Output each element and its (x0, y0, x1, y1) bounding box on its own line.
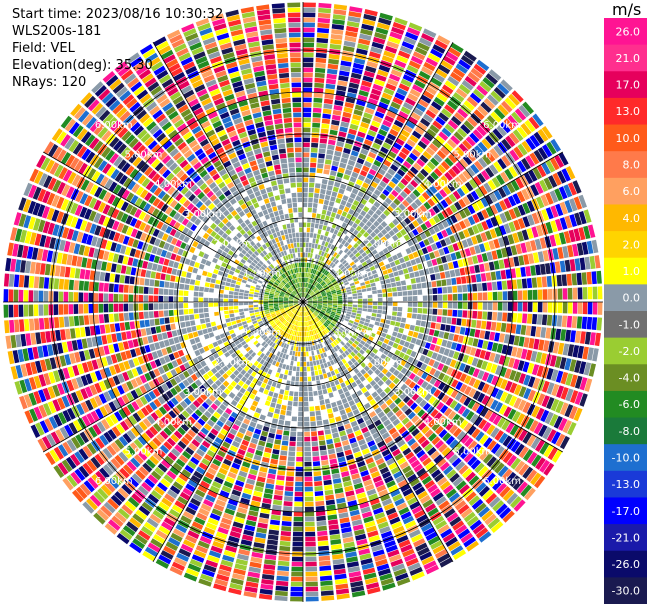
range-ring-label: 3.00km (394, 387, 432, 398)
range-ring-label: 4.00km (154, 179, 192, 190)
colorbar-swatch (604, 231, 647, 259)
scan-info: Start time: 2023/08/16 10:30:32 WLS200s-… (12, 6, 223, 91)
colorbar-tick-label: -1.0 (619, 318, 640, 331)
colorbar-tick-label: -10.0 (612, 452, 640, 465)
colorbar-swatch (604, 151, 647, 179)
colorbar-swatch (604, 97, 647, 126)
colorbar-swatch (604, 204, 647, 232)
colorbar-tick-label: -8.0 (619, 425, 640, 438)
colorbar-tick-label: 21.0 (616, 52, 641, 65)
colorbar-swatch (604, 44, 647, 72)
instrument-label: WLS200s-181 (12, 24, 102, 39)
range-ring-label: 5.00km (453, 150, 491, 161)
colorbar-tick-label: 13.0 (616, 105, 641, 118)
colorbar-tick-label: -13.0 (612, 478, 640, 491)
colorbar-tick-label: 26.0 (616, 25, 641, 38)
colorbar-swatch (604, 444, 647, 472)
colorbar-tick-label: -30.0 (612, 585, 640, 598)
elevation-label: Elevation(deg): 35.30 (12, 58, 153, 73)
colorbar-tick-label: 2.0 (623, 238, 641, 251)
velocity-colorbar: 26.0 21.0 17.0 13.0 10.0 8.0 6.0 4.0 2.0 1.0 0.0 -1… (604, 18, 647, 604)
colorbar-tick-label: 1.0 (623, 265, 641, 278)
range-ring-label: 6.00km (95, 120, 133, 131)
azimuth-lines (3, 2, 603, 602)
colorbar-tick-label: -17.0 (612, 505, 640, 518)
range-ring-label: 5.00km (125, 150, 163, 161)
colorbar-swatch (604, 18, 647, 46)
colorbar-swatch (604, 497, 647, 525)
colorbar-swatch (604, 470, 647, 498)
colorbar-tick-label: -6.0 (619, 398, 640, 411)
colorbar-unit: m/s (612, 0, 642, 19)
colorbar-swatch (604, 577, 647, 604)
colorbar-swatch (604, 417, 647, 445)
range-ring-label: 2.00km (364, 239, 402, 250)
range-ring-label: 1.00km (335, 268, 373, 279)
range-ring-label: 2.00km (214, 239, 252, 250)
colorbar-swatch (604, 71, 647, 99)
range-ring-label: 4.00km (154, 417, 192, 428)
colorbar-swatch (604, 524, 647, 552)
colorbar-swatch (604, 364, 647, 392)
colorbar-swatch (604, 390, 647, 419)
colorbar-tick-label: 0.0 (623, 292, 641, 305)
range-ring-label: 4.00km (424, 179, 462, 190)
colorbar-tick-label: -21.0 (612, 531, 640, 544)
range-ring-label: 1.00km (335, 328, 373, 339)
field-label: Field: VEL (12, 41, 75, 56)
range-ring-label: 2.00km (214, 357, 252, 368)
range-ring-label: 3.00km (184, 387, 222, 398)
colorbar-swatch (604, 311, 647, 339)
colorbar-swatch (604, 124, 647, 152)
colorbar-tick-label: 6.0 (623, 185, 641, 198)
colorbar-swatch (604, 177, 647, 205)
colorbar-swatch (604, 257, 647, 285)
colorbar-tick-label: -26.0 (612, 558, 640, 571)
colorbar-swatch (604, 550, 647, 578)
start-time-label: Start time: 2023/08/16 10:30:32 (12, 7, 224, 22)
range-ring-label: 3.00km (184, 209, 222, 220)
ppi-gates (3, 2, 603, 602)
colorbar-swatch (604, 284, 647, 312)
range-ring-label: 3.00km (394, 209, 432, 220)
range-ring-label: 5.00km (125, 446, 163, 457)
range-ring-label: 1.00km (243, 268, 281, 279)
colorbar-tick-label: 8.0 (623, 159, 641, 172)
colorbar-tick-label: 10.0 (616, 132, 641, 145)
range-ring-label: 2.00km (364, 357, 402, 368)
colorbar-tick-label: -2.0 (619, 345, 640, 358)
ppi-scan-plot: 1.00km 1.00km 1.00km 1.00km 2.00km 2.00km 2.00… (3, 2, 603, 602)
range-ring-label: 1.00km (243, 328, 281, 339)
nrays-label: NRays: 120 (12, 75, 87, 90)
range-ring-label: 6.00km (483, 120, 521, 131)
colorbar-tick-label: 4.0 (623, 212, 641, 225)
range-ring-label: 4.00km (424, 417, 462, 428)
colorbar-tick-label: -4.0 (619, 372, 640, 385)
range-ring-label: 5.00km (453, 446, 491, 457)
range-ring-label: 6.00km (95, 476, 133, 487)
colorbar-tick-label: 17.0 (616, 79, 641, 92)
range-ring-label: 6.00km (483, 476, 521, 487)
colorbar-swatch (604, 337, 647, 365)
